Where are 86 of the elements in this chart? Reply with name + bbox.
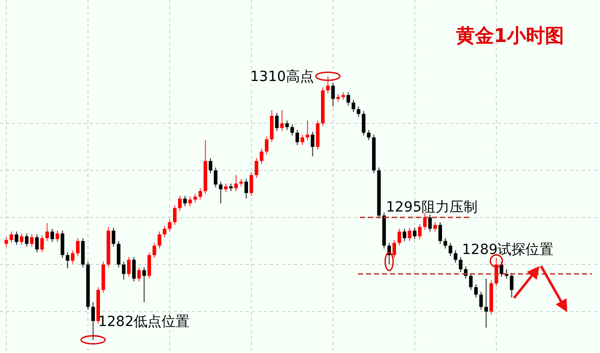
candlestick (60, 230, 64, 258)
text: 黄金1小时图 (454, 25, 564, 47)
candlestick (469, 272, 473, 290)
candlestick (423, 212, 427, 230)
candlestick (418, 224, 422, 240)
candlestick (56, 230, 60, 242)
candlestick (234, 174, 238, 192)
candlestick (306, 120, 310, 141)
candlestick (10, 231, 14, 244)
ref-line-label: 1295阻力压制 (386, 199, 478, 216)
candlestick (474, 284, 478, 298)
candlestick (76, 238, 80, 257)
candlestick (500, 261, 504, 278)
candlestick (218, 181, 222, 204)
candlestick (142, 266, 146, 303)
candlestick (285, 120, 289, 130)
candlestick (366, 129, 371, 141)
candlestick (20, 232, 24, 246)
candlestick (178, 195, 182, 212)
annotation: 1282低点位置 (98, 314, 190, 330)
candlestick (331, 82, 335, 107)
candlestick (127, 256, 131, 278)
candlestick (162, 225, 166, 238)
candlestick (208, 158, 212, 174)
candlestick (158, 231, 162, 250)
candlestick (168, 218, 172, 232)
candlestick (352, 99, 356, 113)
candlestick (24, 232, 29, 248)
candlestick (479, 291, 483, 310)
candlestick (392, 240, 396, 258)
candlestick (275, 112, 279, 132)
candlestick (428, 214, 432, 232)
candlestick (356, 106, 360, 118)
candlestick (510, 272, 514, 298)
candlestick (300, 134, 304, 146)
candlestick (484, 278, 488, 328)
candlestick (50, 228, 54, 242)
candlestick (45, 222, 49, 242)
candlestick (433, 222, 437, 232)
candlestick (254, 158, 258, 178)
candlestick (454, 250, 458, 264)
candlestick (464, 266, 468, 280)
candlestick (214, 167, 218, 188)
candlestick (402, 228, 406, 242)
candlestick (91, 302, 95, 340)
candlestick (40, 234, 44, 253)
candlestick (444, 238, 448, 250)
candlestick (172, 204, 177, 226)
candlestick (296, 129, 300, 146)
candlestick (112, 227, 116, 248)
candlestick (290, 124, 294, 136)
candlestick (250, 172, 254, 196)
candlestick (316, 120, 320, 150)
candlestick (362, 110, 366, 136)
candlestick (132, 256, 136, 282)
candlestick (81, 238, 85, 268)
candlestick (458, 256, 462, 273)
candlestick (270, 110, 274, 143)
candlestick (30, 234, 34, 248)
candlestick (188, 196, 192, 207)
candlestick (122, 261, 126, 280)
candlestick (438, 222, 442, 244)
candlestick (116, 240, 120, 268)
candlestick (398, 228, 402, 246)
candlestick (260, 148, 264, 164)
ref-line-label: 1289试探位置 (462, 242, 554, 258)
candlestick (137, 266, 141, 282)
candlestick (326, 76, 330, 94)
candlestick (70, 250, 74, 264)
candlestick (280, 110, 284, 132)
candlestick (244, 178, 248, 200)
candlestick (408, 227, 412, 242)
candlestick (14, 231, 18, 246)
annotation: 1310高点 (250, 69, 314, 86)
candlestick (448, 242, 452, 257)
candlestick (4, 236, 8, 248)
candlestick (198, 188, 202, 200)
candlestick (147, 252, 152, 280)
candlestick (66, 252, 70, 269)
candlestick (346, 92, 350, 106)
candlestick (264, 136, 268, 155)
candlestick (183, 195, 187, 207)
candlestick (35, 234, 39, 253)
candlestick (412, 227, 416, 240)
candlestick (152, 242, 156, 258)
candlestick (310, 131, 314, 157)
